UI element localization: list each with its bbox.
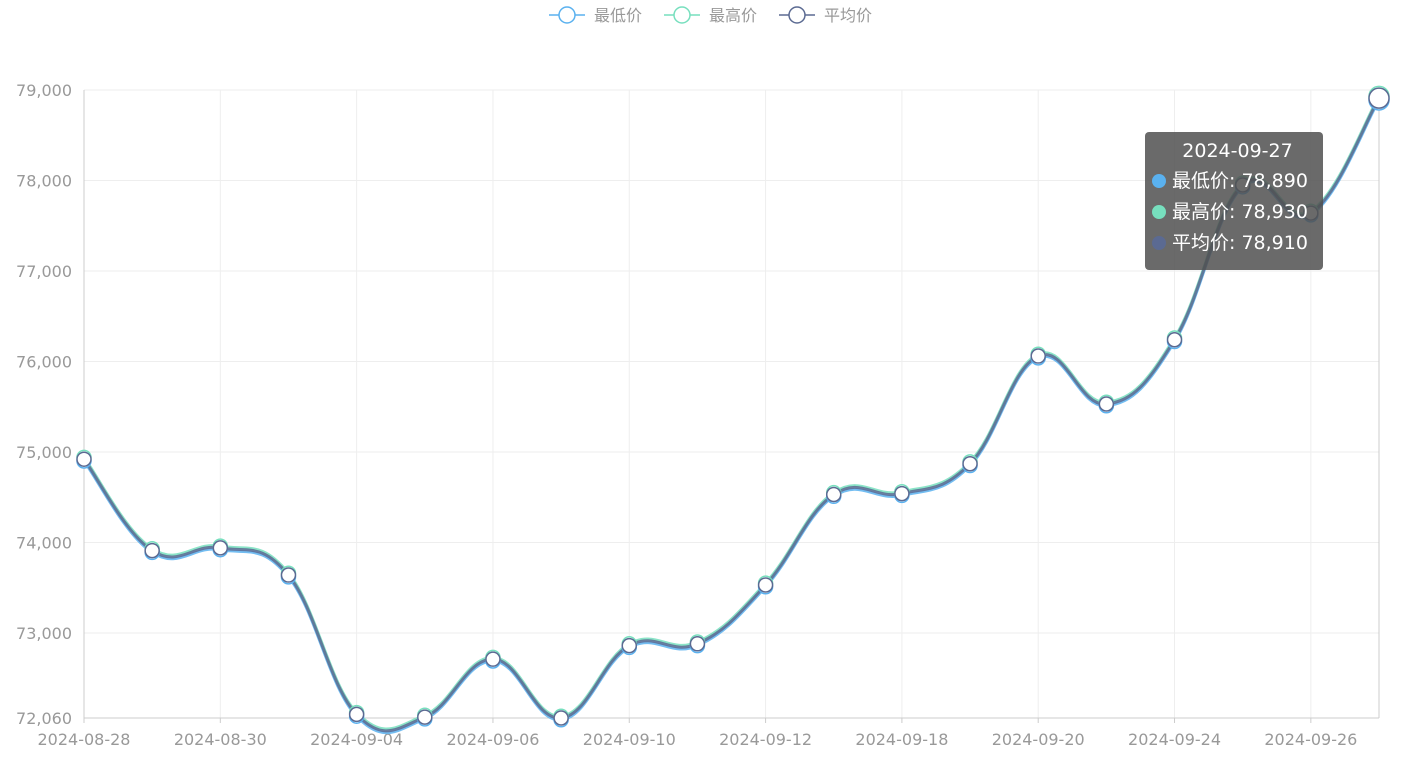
y-tick-label: 72,060 bbox=[16, 709, 72, 728]
x-tick-label: 2024-09-18 bbox=[855, 730, 948, 749]
tooltip-dot bbox=[1152, 236, 1166, 250]
tooltip: 2024-09-27 最低价: 78,890 最高价: 78,930 平均价: 78… bbox=[1145, 132, 1323, 270]
y-tick-label: 79,000 bbox=[16, 81, 72, 100]
tooltip-row: 最高价: 78,930 bbox=[1152, 197, 1323, 228]
data-point[interactable] bbox=[894, 485, 910, 502]
y-tick-label: 76,000 bbox=[16, 352, 72, 371]
data-point[interactable] bbox=[1166, 332, 1183, 348]
data-point[interactable] bbox=[1368, 87, 1390, 109]
data-point[interactable] bbox=[348, 706, 365, 723]
data-point[interactable] bbox=[417, 709, 433, 725]
data-point[interactable] bbox=[689, 636, 706, 652]
data-point[interactable] bbox=[485, 651, 501, 667]
x-tick-label: 2024-09-06 bbox=[446, 730, 539, 749]
legend-label[interactable]: 最低价 bbox=[594, 6, 642, 25]
tooltip-text: 最高价: 78,930 bbox=[1172, 201, 1308, 223]
y-tick-label: 77,000 bbox=[16, 262, 72, 281]
x-tick-label: 2024-09-04 bbox=[310, 730, 403, 749]
tooltip-row: 最低价: 78,890 bbox=[1152, 166, 1323, 197]
data-point[interactable] bbox=[76, 451, 92, 467]
y-tick-label: 75,000 bbox=[16, 443, 72, 462]
legend-symbol[interactable] bbox=[788, 6, 806, 24]
x-tick-label: 2024-09-10 bbox=[583, 730, 676, 749]
legend-symbol[interactable] bbox=[673, 6, 691, 24]
y-tick-label: 78,000 bbox=[16, 171, 72, 190]
legend-symbol[interactable] bbox=[558, 6, 576, 24]
data-point[interactable] bbox=[825, 486, 842, 503]
data-point[interactable] bbox=[144, 542, 160, 559]
legend-label[interactable]: 最高价 bbox=[709, 6, 757, 25]
x-tick-label: 2024-09-20 bbox=[992, 730, 1085, 749]
data-point[interactable] bbox=[757, 577, 774, 593]
x-tick-label: 2024-08-30 bbox=[174, 730, 267, 749]
data-point[interactable] bbox=[1098, 396, 1115, 412]
data-point[interactable] bbox=[962, 455, 978, 472]
tooltip-title: 2024-09-27 bbox=[1182, 140, 1293, 162]
legend: 最低价 最高价 平均价 bbox=[549, 6, 872, 25]
legend-label[interactable]: 平均价 bbox=[824, 6, 872, 25]
tooltip-row: 平均价: 78,910 bbox=[1152, 228, 1323, 259]
y-tick-label: 74,000 bbox=[16, 533, 72, 552]
tooltip-text: 最低价: 78,890 bbox=[1172, 170, 1308, 192]
data-point[interactable] bbox=[212, 540, 229, 556]
x-tick-label: 2024-09-12 bbox=[719, 730, 812, 749]
x-tick-label: 2024-09-26 bbox=[1264, 730, 1357, 749]
tooltip-dot bbox=[1152, 205, 1166, 219]
tooltip-text: 平均价: 78,910 bbox=[1172, 232, 1308, 254]
data-point[interactable] bbox=[553, 710, 569, 726]
y-tick-label: 73,000 bbox=[16, 624, 72, 643]
data-point[interactable] bbox=[621, 637, 638, 654]
tooltip-dot bbox=[1152, 174, 1166, 188]
x-tick-label: 2024-09-24 bbox=[1128, 730, 1221, 749]
data-point[interactable] bbox=[1030, 348, 1046, 364]
data-point[interactable] bbox=[280, 567, 297, 583]
x-tick-label: 2024-08-28 bbox=[38, 730, 131, 749]
series-line bbox=[82, 97, 1381, 733]
